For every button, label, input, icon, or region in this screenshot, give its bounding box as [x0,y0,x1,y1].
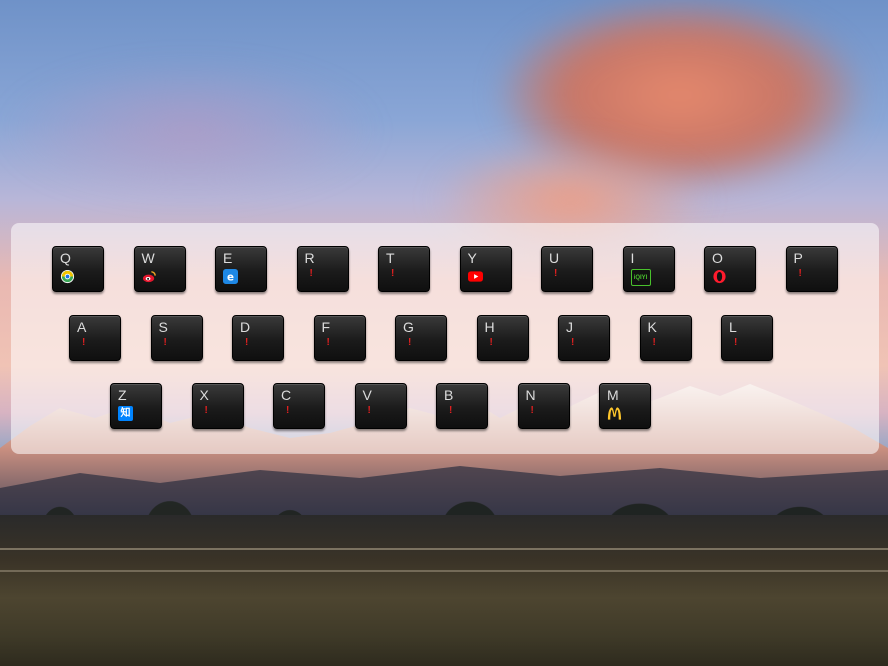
key-letter: H [484,319,495,335]
key-letter: N [525,387,536,403]
ie-browser-icon: e [223,269,238,284]
key-o[interactable]: O [704,246,756,292]
key-letter: G [403,319,414,335]
key-letter: S [158,319,168,335]
key-b[interactable]: B! [436,383,488,429]
unset-marker: ! [204,405,208,416]
unset-marker: ! [408,337,412,348]
key-f[interactable]: F! [313,315,366,361]
key-letter: J [566,319,573,335]
key-letter: O [712,250,723,266]
key-letter: A [77,319,87,335]
key-letter: V [362,387,372,403]
key-p[interactable]: P! [785,246,838,292]
key-m[interactable]: M [599,383,651,429]
unset-marker: ! [530,405,534,416]
key-letter: I [630,250,635,266]
unset-marker: ! [489,337,493,348]
key-y[interactable]: Y [459,246,512,292]
key-j[interactable]: J! [558,315,610,361]
key-letter: L [729,319,737,335]
key-letter: M [607,387,619,403]
key-letter: U [549,250,560,266]
key-letter: B [444,387,454,403]
unset-marker: ! [245,337,249,348]
key-letter: R [304,250,315,266]
key-letter: K [647,319,657,335]
unset-marker: ! [309,268,313,279]
key-h[interactable]: H! [476,315,529,361]
key-letter: P [793,250,803,266]
unset-marker: ! [163,337,167,348]
unset-marker: ! [734,337,738,348]
unset-marker: ! [798,268,802,279]
unset-marker: ! [367,405,371,416]
unset-marker: ! [652,337,656,348]
field [0,515,888,666]
unset-marker: ! [286,405,290,416]
cloud [0,60,380,200]
mcdonalds-icon [607,406,622,421]
key-k[interactable]: K! [639,315,692,361]
key-w[interactable]: W [133,246,186,292]
key-l[interactable]: L! [721,315,773,361]
key-d[interactable]: D! [232,315,284,361]
weibo-icon [142,269,157,284]
unset-marker: ! [554,268,558,279]
key-v[interactable]: V! [354,383,407,429]
key-t[interactable]: T! [378,246,430,292]
key-g[interactable]: G! [395,315,447,361]
iqiyi-icon: iQIYI [630,269,651,286]
key-n[interactable]: N! [517,383,570,429]
key-u[interactable]: U! [541,246,593,292]
svg-text:e: e [227,271,234,283]
key-letter: E [223,250,233,266]
key-a[interactable]: A! [69,315,121,361]
key-letter: Y [467,250,477,266]
360-browser-icon [60,269,75,284]
key-letter: T [386,250,395,266]
unset-marker: ! [391,268,395,279]
youtube-icon [467,269,483,284]
key-s[interactable]: S! [150,315,203,361]
key-letter: Z [118,387,127,403]
unset-marker: ! [326,337,330,348]
key-letter: Q [60,250,71,266]
unset-marker: ! [449,405,453,416]
zhihu-icon: 知 [118,406,133,421]
key-letter: X [199,387,209,403]
key-letter: F [321,319,331,335]
key-letter: C [281,387,292,403]
key-x[interactable]: X! [191,383,244,429]
key-letter: W [141,250,155,266]
key-c[interactable]: C! [273,383,325,429]
key-r[interactable]: R! [296,246,349,292]
key-q[interactable]: Q [52,246,104,292]
unset-marker: ! [571,337,575,348]
unset-marker: ! [82,337,86,348]
fence [0,548,888,572]
key-letter: D [240,319,251,335]
opera-icon [712,269,727,284]
